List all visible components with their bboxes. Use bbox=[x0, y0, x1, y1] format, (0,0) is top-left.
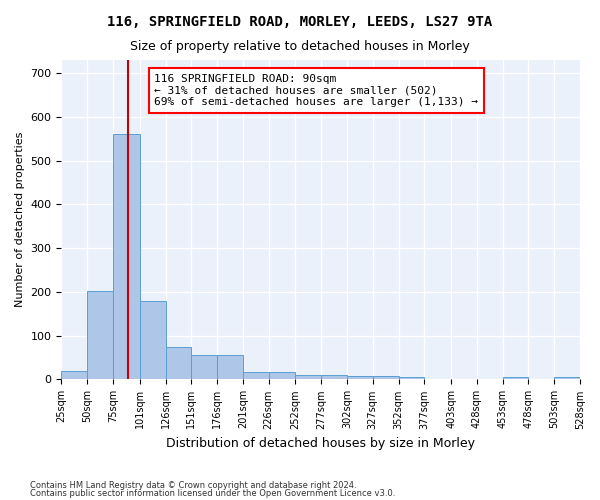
Bar bbox=[373, 376, 398, 380]
X-axis label: Distribution of detached houses by size in Morley: Distribution of detached houses by size … bbox=[166, 437, 475, 450]
Bar bbox=[217, 356, 243, 380]
Bar bbox=[269, 372, 295, 380]
Text: 116, SPRINGFIELD ROAD, MORLEY, LEEDS, LS27 9TA: 116, SPRINGFIELD ROAD, MORLEY, LEEDS, LS… bbox=[107, 15, 493, 29]
Bar bbox=[61, 370, 87, 380]
Text: Size of property relative to detached houses in Morley: Size of property relative to detached ho… bbox=[130, 40, 470, 53]
Text: Contains public sector information licensed under the Open Government Licence v3: Contains public sector information licen… bbox=[30, 488, 395, 498]
Bar bbox=[87, 291, 113, 380]
Bar bbox=[347, 376, 373, 380]
Bar bbox=[191, 356, 217, 380]
Bar bbox=[113, 134, 140, 380]
Text: 116 SPRINGFIELD ROAD: 90sqm
← 31% of detached houses are smaller (502)
69% of se: 116 SPRINGFIELD ROAD: 90sqm ← 31% of det… bbox=[154, 74, 478, 107]
Bar bbox=[166, 346, 191, 380]
Bar bbox=[295, 375, 321, 380]
Bar bbox=[503, 378, 529, 380]
Bar bbox=[243, 372, 269, 380]
Bar bbox=[398, 378, 424, 380]
Bar bbox=[321, 375, 347, 380]
Y-axis label: Number of detached properties: Number of detached properties bbox=[15, 132, 25, 308]
Text: Contains HM Land Registry data © Crown copyright and database right 2024.: Contains HM Land Registry data © Crown c… bbox=[30, 481, 356, 490]
Bar bbox=[140, 300, 166, 380]
Bar bbox=[554, 378, 580, 380]
